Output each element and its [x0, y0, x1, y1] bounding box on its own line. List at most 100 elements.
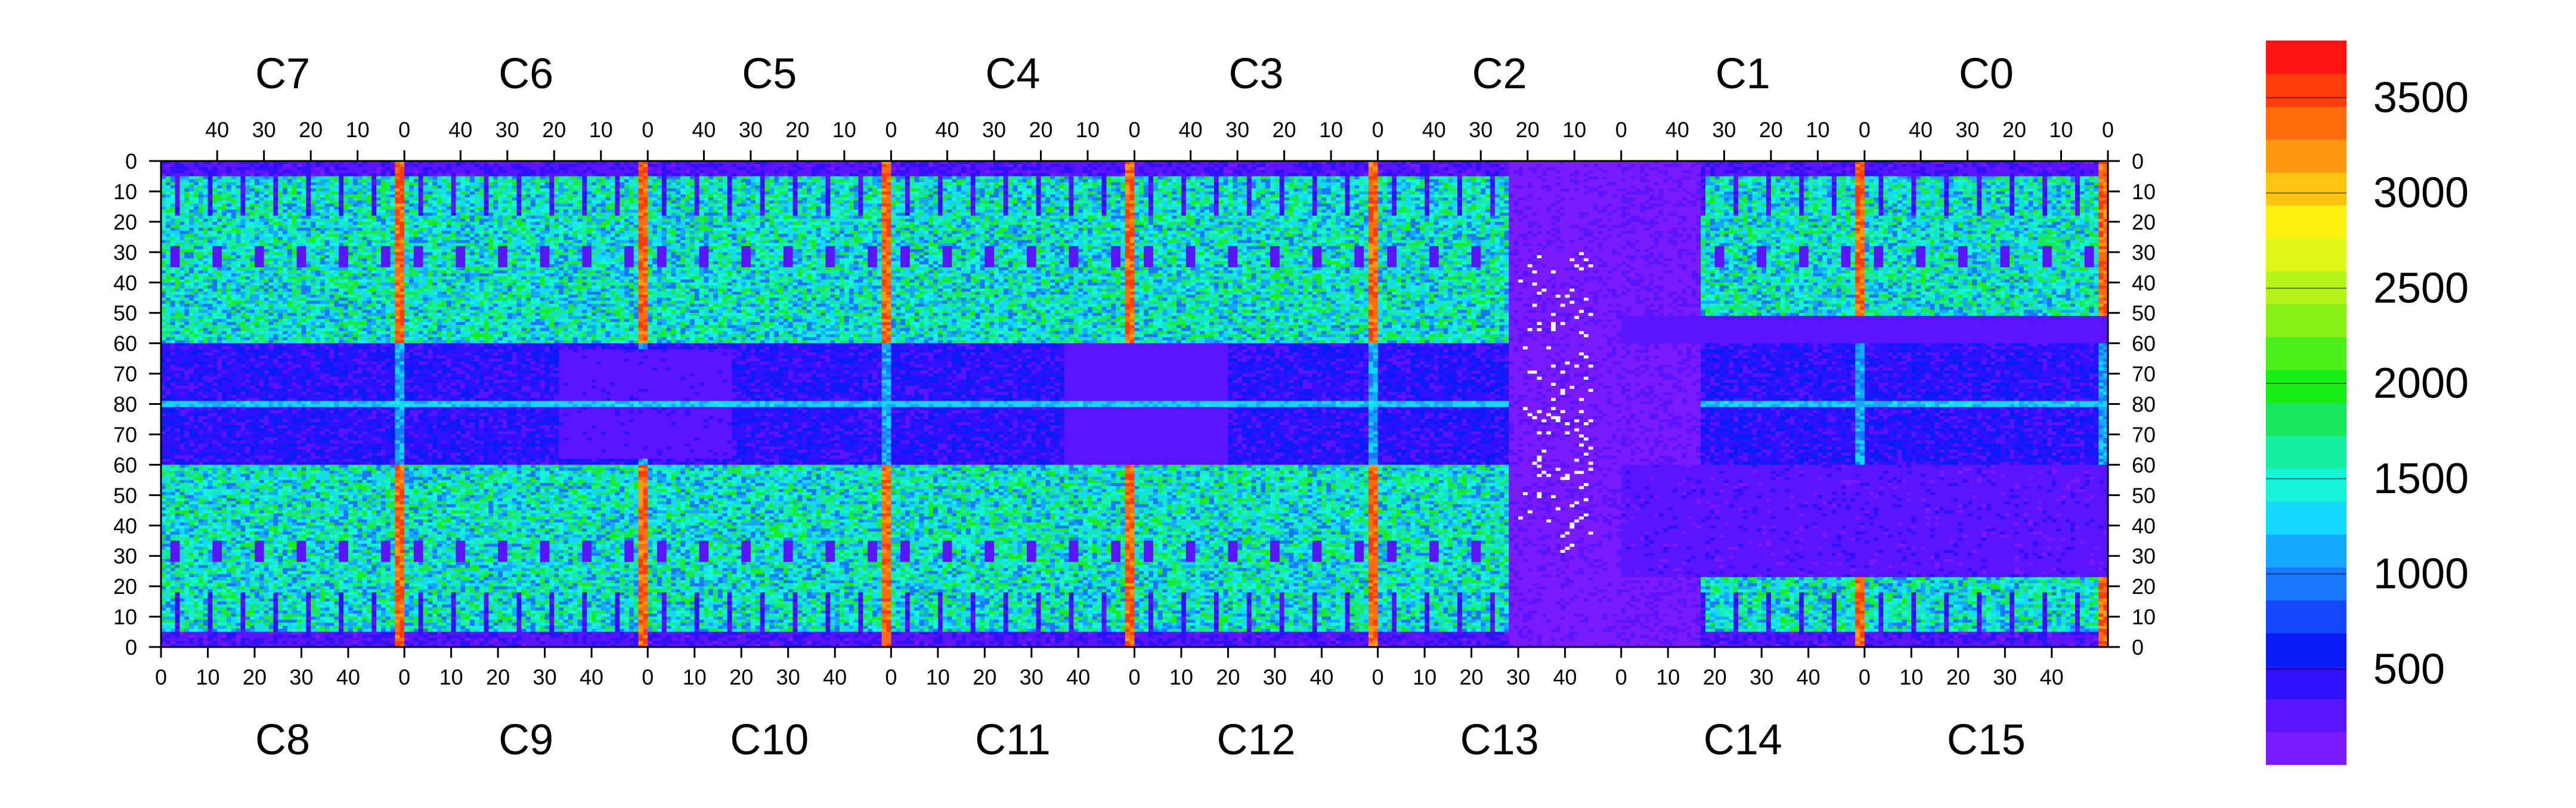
heatmap-cell — [1902, 170, 1907, 174]
heatmap-cell — [877, 167, 882, 171]
heatmap-cell — [1382, 173, 1387, 177]
heatmap-cell — [924, 170, 928, 174]
heatmap-cell — [1429, 170, 1434, 174]
heatmap-cell — [199, 167, 203, 171]
heatmap-cell — [1158, 173, 1163, 177]
heatmap-cell — [255, 173, 259, 177]
heatmap-cell — [479, 173, 484, 177]
heatmap-cell — [769, 173, 774, 177]
heatmap-cell — [1584, 164, 1589, 168]
heatmap-cell — [339, 173, 343, 177]
heatmap-cell — [821, 167, 826, 171]
heatmap-cell — [1453, 164, 1457, 168]
heatmap-cell — [891, 164, 896, 168]
heatmap-cell — [1415, 173, 1420, 177]
heatmap-cell — [1649, 170, 1654, 174]
heatmap-cell — [171, 170, 175, 174]
heatmap-cell — [1630, 167, 1635, 171]
heatmap-cell — [447, 164, 451, 168]
heatmap-cell — [844, 164, 849, 168]
heatmap-cell — [2066, 170, 2070, 174]
heatmap-cell — [812, 167, 816, 171]
heatmap-cell — [1822, 170, 1827, 174]
heatmap-cell — [1916, 170, 1921, 174]
heatmap-cell — [1865, 167, 1869, 171]
heatmap-cell — [1822, 167, 1827, 171]
heatmap-cell — [1663, 164, 1668, 168]
heatmap-cell — [1733, 170, 1738, 174]
heatmap-cell — [1841, 167, 1846, 171]
heatmap-cell — [1401, 164, 1406, 168]
heatmap-cell — [1120, 173, 1125, 177]
heatmap-cell — [1219, 170, 1224, 174]
heatmap-cell — [1270, 167, 1275, 171]
heatmap-cell — [273, 167, 278, 171]
heatmap-cell — [872, 173, 877, 177]
heatmap-cell — [315, 170, 320, 174]
heatmap-cell — [1682, 170, 1687, 174]
heatmap-cell — [887, 170, 891, 174]
heatmap-cell — [1120, 170, 1125, 174]
heatmap-cell — [915, 170, 919, 174]
heatmap-cell — [1935, 167, 1940, 171]
heatmap-cell — [231, 164, 236, 168]
heatmap-cell — [816, 164, 821, 168]
heatmap-cell — [1621, 164, 1626, 168]
heatmap-cell — [835, 170, 840, 174]
heatmap-cell — [348, 173, 353, 177]
heatmap-cell — [976, 170, 980, 174]
heatmap-cell — [1083, 170, 1088, 174]
heatmap-cell — [171, 164, 175, 168]
heatmap-cell — [521, 170, 526, 174]
heatmap-cell — [1968, 164, 1973, 168]
heatmap-cell — [2085, 167, 2089, 171]
heatmap-cell — [756, 167, 760, 171]
heatmap-cell — [910, 170, 915, 174]
heatmap-cell — [1373, 167, 1378, 171]
heatmap-cell — [493, 167, 498, 171]
heatmap-cell — [2033, 167, 2038, 171]
heatmap-cell — [1907, 164, 1912, 168]
heatmap-cell — [1705, 170, 1710, 174]
heatmap-cell — [573, 167, 578, 171]
heatmap-cell — [475, 170, 479, 174]
heatmap-cell — [1256, 173, 1261, 177]
heatmap-cell — [816, 173, 821, 177]
heatmap-cell — [1809, 164, 1813, 168]
heatmap-cell — [1055, 173, 1060, 177]
heatmap-cell — [1986, 167, 1991, 171]
heatmap-cell — [1406, 173, 1411, 177]
heatmap-cell — [667, 167, 671, 171]
heatmap-cell — [1584, 170, 1589, 174]
heatmap-cell — [652, 167, 657, 171]
heatmap-cell — [1626, 170, 1631, 174]
heatmap-cell — [2019, 170, 2024, 174]
heatmap-cell — [194, 173, 199, 177]
heatmap-cell — [713, 173, 718, 177]
heatmap-cell — [1073, 173, 1078, 177]
heatmap-cell — [1312, 167, 1317, 171]
heatmap-cell — [371, 170, 376, 174]
heatmap-cell — [1321, 170, 1326, 174]
heatmap-cell — [227, 167, 231, 171]
heatmap-cell — [475, 173, 479, 177]
heatmap-cell — [587, 170, 592, 174]
heatmap-cell — [1242, 173, 1247, 177]
heatmap-cell — [1186, 173, 1191, 177]
heatmap-cell — [395, 164, 400, 168]
heatmap-cell — [1439, 170, 1444, 174]
heatmap-cell — [395, 167, 400, 171]
heatmap-cell — [1860, 170, 1865, 174]
heatmap-cell — [1972, 167, 1977, 171]
heatmap-cell — [166, 173, 171, 177]
heatmap-cell — [507, 167, 512, 171]
heatmap-cell — [1813, 170, 1818, 174]
heatmap-cell — [582, 173, 587, 177]
heatmap-cell — [713, 164, 718, 168]
heatmap-cell — [872, 164, 877, 168]
heatmap-cell — [1551, 167, 1556, 171]
heatmap-cell — [1359, 173, 1364, 177]
heatmap-cell — [1069, 173, 1074, 177]
heatmap-cell — [1673, 170, 1677, 174]
heatmap-cell — [1387, 170, 1392, 174]
